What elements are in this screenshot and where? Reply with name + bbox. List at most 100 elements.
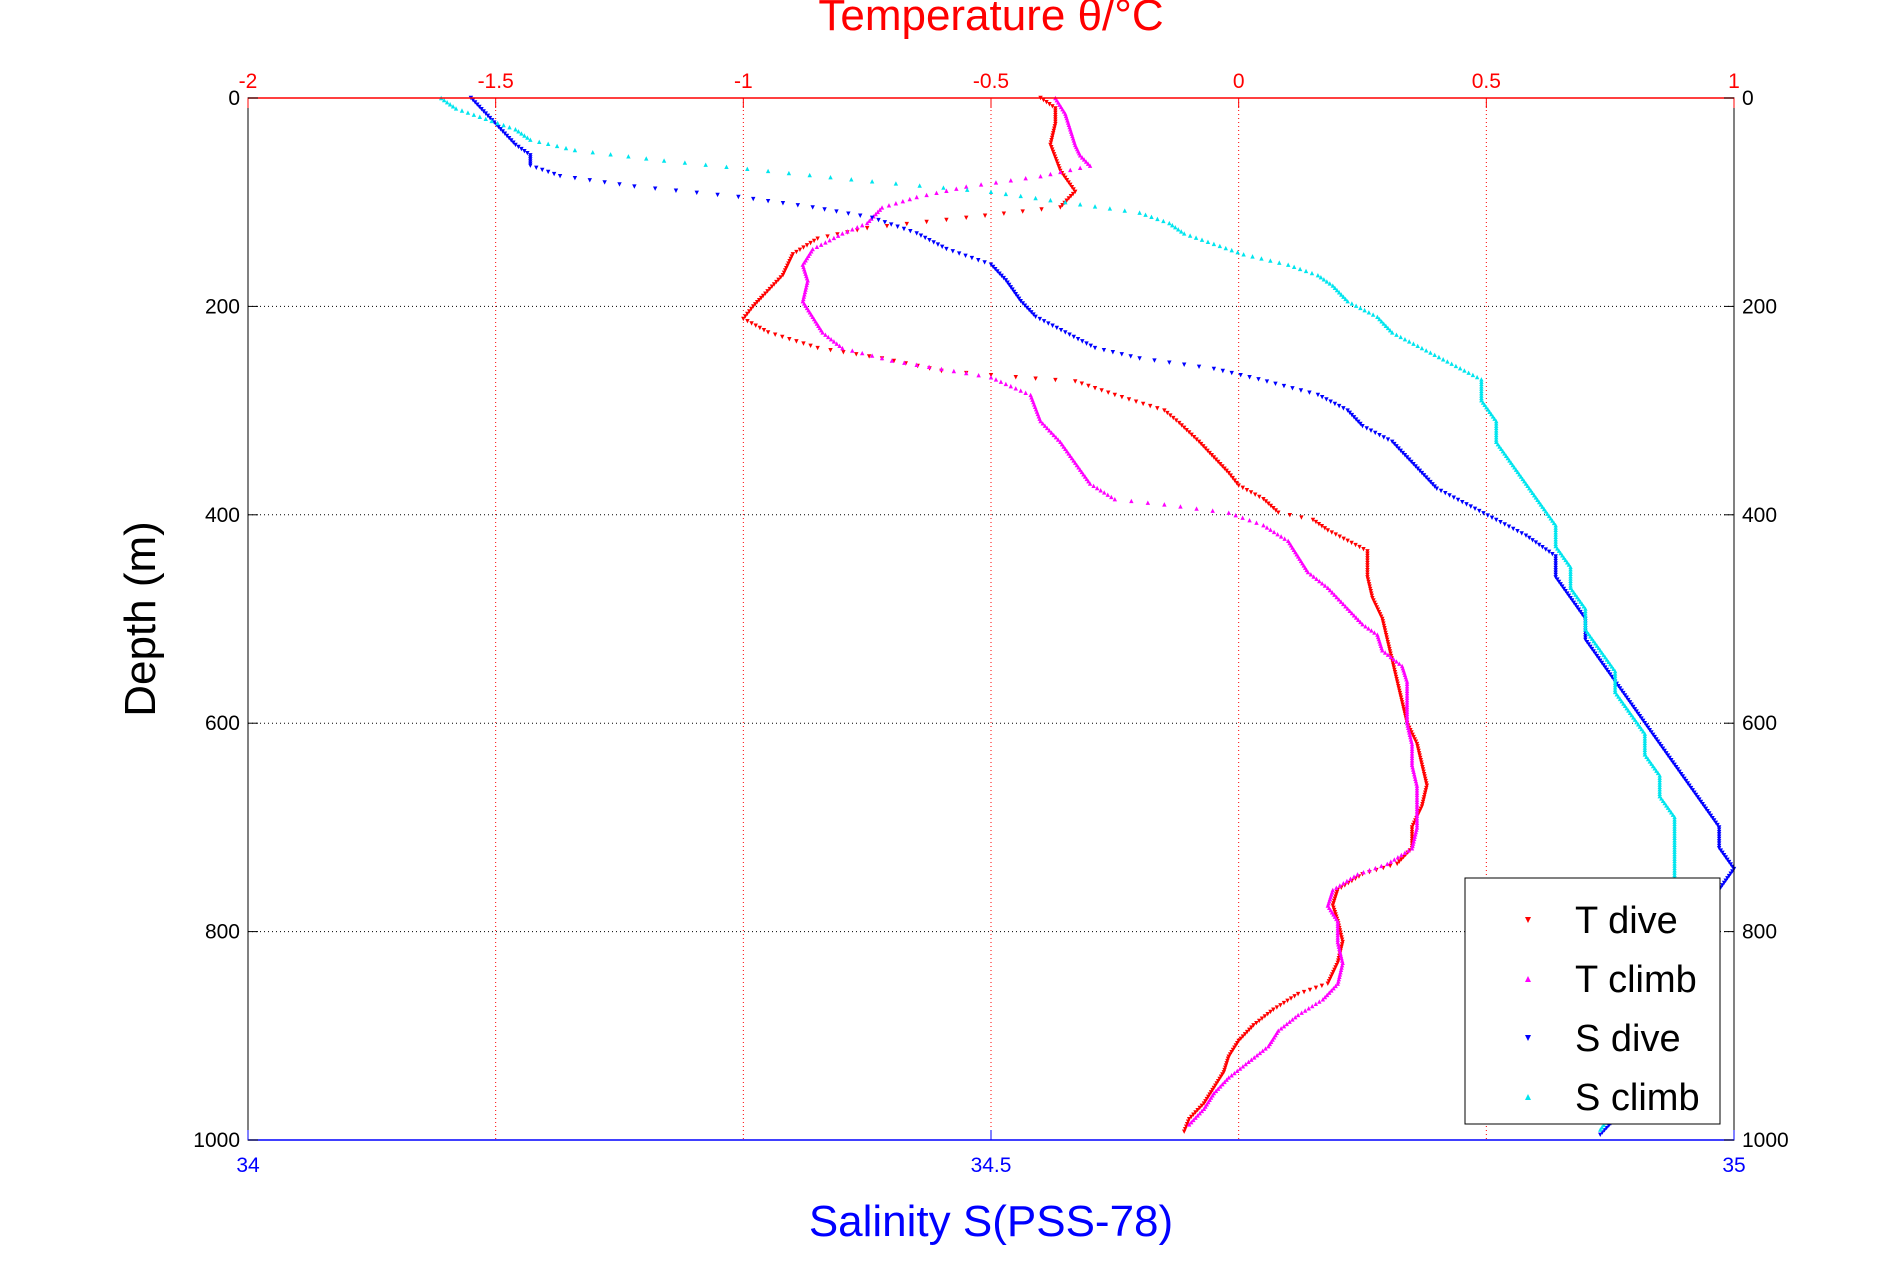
data-point <box>1365 568 1370 573</box>
data-point <box>1365 558 1370 563</box>
data-point <box>736 194 741 200</box>
data-point <box>1414 783 1420 788</box>
data-point <box>988 262 994 267</box>
data-point <box>1049 135 1055 141</box>
legend-label: S dive <box>1575 1018 1681 1060</box>
data-point <box>1240 1064 1246 1069</box>
data-point <box>811 238 817 244</box>
data-point <box>1678 771 1684 777</box>
data-point <box>1716 836 1722 842</box>
data-point <box>803 285 809 290</box>
data-point <box>1474 374 1480 380</box>
data-point <box>1607 672 1613 677</box>
data-point <box>1186 430 1192 435</box>
data-point <box>814 244 820 250</box>
data-point <box>1612 678 1618 683</box>
data-point <box>1069 184 1075 190</box>
data-point <box>901 226 907 232</box>
data-point <box>884 223 890 229</box>
data-point <box>741 316 746 322</box>
data-point <box>1331 901 1336 906</box>
data-point <box>1084 341 1089 346</box>
data-point <box>1293 1014 1298 1020</box>
data-point <box>1591 649 1596 654</box>
data-point <box>1434 486 1439 491</box>
data-point <box>1165 410 1170 416</box>
data-point <box>1053 108 1058 113</box>
legend-marker <box>1525 976 1531 982</box>
data-point <box>1404 681 1410 687</box>
data-point <box>998 379 1004 384</box>
data-point <box>1382 650 1388 655</box>
data-point <box>1598 648 1603 653</box>
data-point <box>1184 1121 1190 1127</box>
data-point <box>794 339 799 344</box>
data-point <box>1519 531 1524 536</box>
data-point <box>1053 435 1059 440</box>
data-point <box>893 181 899 186</box>
data-point <box>1489 411 1494 417</box>
data-point <box>551 171 557 177</box>
data-point <box>1672 840 1677 845</box>
data-point <box>563 145 569 151</box>
data-point <box>644 156 649 161</box>
data-point <box>1484 404 1489 410</box>
data-point <box>763 291 768 296</box>
data-point <box>939 244 945 250</box>
data-point <box>789 254 794 259</box>
data-point <box>1612 680 1618 685</box>
data-point <box>1050 147 1055 152</box>
data-point <box>1414 825 1420 830</box>
data-point <box>1214 1081 1219 1086</box>
data-point <box>522 148 527 154</box>
data-point <box>1377 612 1383 617</box>
data-point <box>1080 339 1085 344</box>
data-point <box>1068 182 1073 188</box>
data-point <box>1419 762 1425 768</box>
data-point <box>1383 633 1389 638</box>
data-point <box>1331 969 1336 975</box>
data-point <box>1385 639 1391 645</box>
data-point <box>1612 682 1618 688</box>
data-point <box>1404 718 1410 724</box>
data-point <box>1414 827 1419 832</box>
data-point <box>1398 334 1403 340</box>
data-point <box>1569 598 1575 603</box>
data-point <box>1353 417 1359 422</box>
data-point <box>1540 504 1545 509</box>
data-point <box>784 265 789 271</box>
data-point <box>1338 599 1344 604</box>
data-point <box>988 375 994 380</box>
data-point <box>1257 494 1262 500</box>
data-point <box>1167 220 1172 226</box>
data-point <box>1650 732 1656 737</box>
data-point <box>846 211 851 216</box>
data-point <box>1168 413 1173 418</box>
data-point <box>1445 359 1450 364</box>
data-point <box>1050 133 1055 138</box>
data-point <box>1368 428 1374 433</box>
top-tick-label: -1 <box>734 70 753 93</box>
data-point <box>1229 247 1234 253</box>
data-point <box>1331 985 1336 991</box>
data-point <box>1196 364 1202 370</box>
data-point <box>1320 997 1326 1002</box>
data-point <box>1606 659 1611 665</box>
data-point <box>1008 285 1014 290</box>
data-point <box>1322 994 1328 1000</box>
data-point <box>895 224 900 229</box>
data-point <box>492 120 497 125</box>
data-point <box>1382 626 1387 631</box>
data-point <box>1353 615 1359 620</box>
legend-marker <box>1525 1094 1531 1100</box>
left-tick-label: 1000 <box>193 1129 240 1152</box>
data-point <box>1063 330 1068 335</box>
data-point <box>1066 196 1072 201</box>
data-point <box>1394 677 1399 682</box>
data-point <box>1335 925 1340 931</box>
data-point <box>1287 512 1293 518</box>
data-point <box>1077 153 1083 158</box>
data-point <box>1374 605 1380 610</box>
data-point <box>1716 829 1722 835</box>
data-point <box>1327 976 1333 982</box>
